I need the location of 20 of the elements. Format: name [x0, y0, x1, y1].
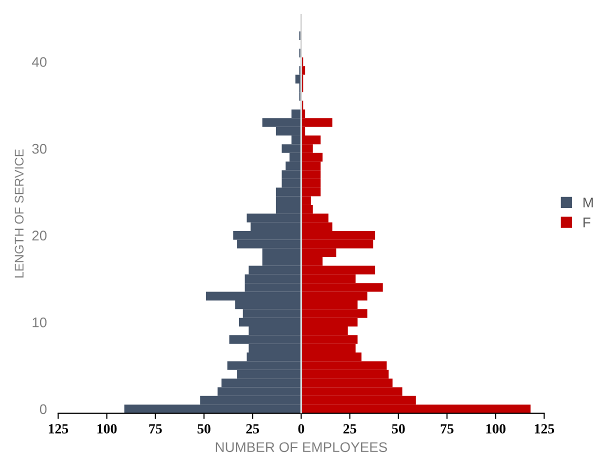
- x-tick-label: 125: [48, 424, 68, 434]
- x-axis-title: NUMBER OF EMPLOYEES: [216, 442, 387, 452]
- x-tick-label: 100: [486, 424, 506, 434]
- y-tick-label: 0: [40, 404, 47, 414]
- legend-label: M: [584, 198, 593, 208]
- x-tick-label: 100: [97, 424, 117, 434]
- x-tick-label: 25: [246, 424, 260, 434]
- x-tick-label: 125: [534, 424, 554, 434]
- y-tick-label: 30: [32, 144, 47, 154]
- y-axis-title: LENGTH OF SERVICE: [14, 149, 24, 278]
- x-tick-label: 50: [198, 424, 210, 434]
- x-tick-label: 25: [343, 424, 356, 434]
- y-tick-label: 40: [32, 57, 47, 67]
- x-tick-label: 50: [392, 424, 405, 434]
- x-tick-label: 0: [298, 424, 304, 434]
- y-tick-label: 20: [32, 230, 47, 241]
- x-tick-label: 75: [149, 424, 162, 434]
- x-tick-label: 75: [440, 424, 454, 434]
- y-tick-label: 10: [32, 317, 47, 328]
- legend-label: F: [584, 218, 590, 228]
